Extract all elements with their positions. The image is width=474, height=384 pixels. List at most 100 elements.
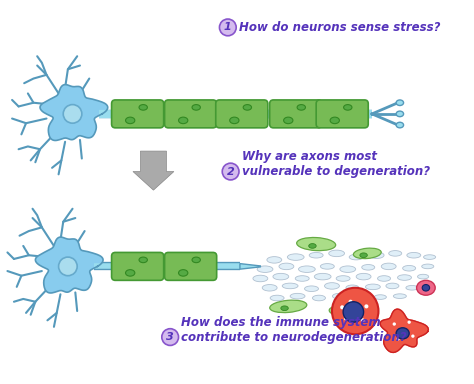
Ellipse shape <box>243 104 252 110</box>
Ellipse shape <box>389 251 402 256</box>
Ellipse shape <box>270 300 307 313</box>
Ellipse shape <box>329 305 359 317</box>
Text: Why are axons most
vulnerable to degeneration?: Why are axons most vulnerable to degener… <box>242 150 430 178</box>
Ellipse shape <box>356 273 371 280</box>
Ellipse shape <box>418 274 428 279</box>
Text: 1: 1 <box>224 22 232 32</box>
Circle shape <box>332 288 378 334</box>
Ellipse shape <box>312 295 326 301</box>
Ellipse shape <box>270 295 284 301</box>
Ellipse shape <box>422 264 434 269</box>
Ellipse shape <box>360 253 367 258</box>
Ellipse shape <box>257 266 273 272</box>
Ellipse shape <box>273 273 289 280</box>
Ellipse shape <box>396 100 403 106</box>
Ellipse shape <box>279 263 294 270</box>
Ellipse shape <box>230 117 239 124</box>
Ellipse shape <box>267 257 282 263</box>
Ellipse shape <box>314 273 331 280</box>
Ellipse shape <box>398 275 411 280</box>
Ellipse shape <box>407 252 421 258</box>
Circle shape <box>222 163 239 180</box>
Circle shape <box>63 104 82 123</box>
FancyBboxPatch shape <box>164 252 217 280</box>
Polygon shape <box>240 263 260 269</box>
Circle shape <box>348 300 353 304</box>
Ellipse shape <box>126 117 135 124</box>
Ellipse shape <box>281 306 288 311</box>
Ellipse shape <box>406 285 418 290</box>
Ellipse shape <box>353 295 366 301</box>
Ellipse shape <box>299 266 315 272</box>
Ellipse shape <box>297 237 336 251</box>
Circle shape <box>361 318 365 323</box>
Ellipse shape <box>139 257 147 263</box>
Ellipse shape <box>378 276 391 281</box>
Ellipse shape <box>396 328 409 339</box>
Circle shape <box>392 323 396 326</box>
Circle shape <box>396 337 400 341</box>
Circle shape <box>365 305 368 308</box>
FancyBboxPatch shape <box>316 100 368 128</box>
FancyBboxPatch shape <box>111 252 164 280</box>
Ellipse shape <box>386 283 399 289</box>
Circle shape <box>162 329 179 346</box>
Text: 2: 2 <box>227 167 235 177</box>
Ellipse shape <box>282 283 298 289</box>
Text: How does the immune system
contribute to neurodegeneration?: How does the immune system contribute to… <box>182 316 407 344</box>
Circle shape <box>59 257 77 276</box>
Ellipse shape <box>346 285 359 291</box>
Ellipse shape <box>192 104 201 110</box>
Ellipse shape <box>283 117 293 124</box>
Polygon shape <box>36 237 103 293</box>
Ellipse shape <box>354 248 381 258</box>
Ellipse shape <box>336 276 350 281</box>
Ellipse shape <box>330 117 339 124</box>
Ellipse shape <box>179 117 188 124</box>
Ellipse shape <box>344 104 352 110</box>
Ellipse shape <box>374 295 386 300</box>
Ellipse shape <box>192 257 201 263</box>
FancyBboxPatch shape <box>111 100 164 128</box>
Ellipse shape <box>369 252 384 258</box>
Ellipse shape <box>309 252 323 258</box>
FancyBboxPatch shape <box>216 100 268 128</box>
Text: 3: 3 <box>166 332 174 342</box>
Ellipse shape <box>422 285 429 291</box>
Ellipse shape <box>417 280 435 295</box>
Circle shape <box>411 334 415 338</box>
Ellipse shape <box>325 283 339 289</box>
Ellipse shape <box>332 293 346 299</box>
Ellipse shape <box>320 263 334 269</box>
Ellipse shape <box>126 270 135 276</box>
Circle shape <box>408 321 411 324</box>
Ellipse shape <box>340 266 356 272</box>
Ellipse shape <box>365 284 380 290</box>
Ellipse shape <box>396 122 403 128</box>
Circle shape <box>340 305 344 310</box>
Ellipse shape <box>309 243 316 248</box>
Polygon shape <box>133 151 174 190</box>
Circle shape <box>219 19 236 36</box>
Polygon shape <box>40 84 108 141</box>
Ellipse shape <box>304 286 319 291</box>
FancyBboxPatch shape <box>164 100 217 128</box>
Ellipse shape <box>349 254 363 260</box>
Circle shape <box>343 302 364 322</box>
Circle shape <box>344 316 348 321</box>
Ellipse shape <box>179 270 188 276</box>
Ellipse shape <box>290 293 305 299</box>
Ellipse shape <box>424 255 436 260</box>
Polygon shape <box>380 309 428 353</box>
Ellipse shape <box>396 111 403 117</box>
Ellipse shape <box>287 254 304 260</box>
Ellipse shape <box>362 265 375 270</box>
Ellipse shape <box>381 263 396 270</box>
Ellipse shape <box>402 265 416 271</box>
Text: How do neurons sense stress?: How do neurons sense stress? <box>239 21 440 34</box>
Ellipse shape <box>329 250 345 257</box>
Ellipse shape <box>262 285 277 291</box>
Ellipse shape <box>393 294 406 298</box>
Ellipse shape <box>139 104 147 110</box>
Ellipse shape <box>253 275 268 282</box>
